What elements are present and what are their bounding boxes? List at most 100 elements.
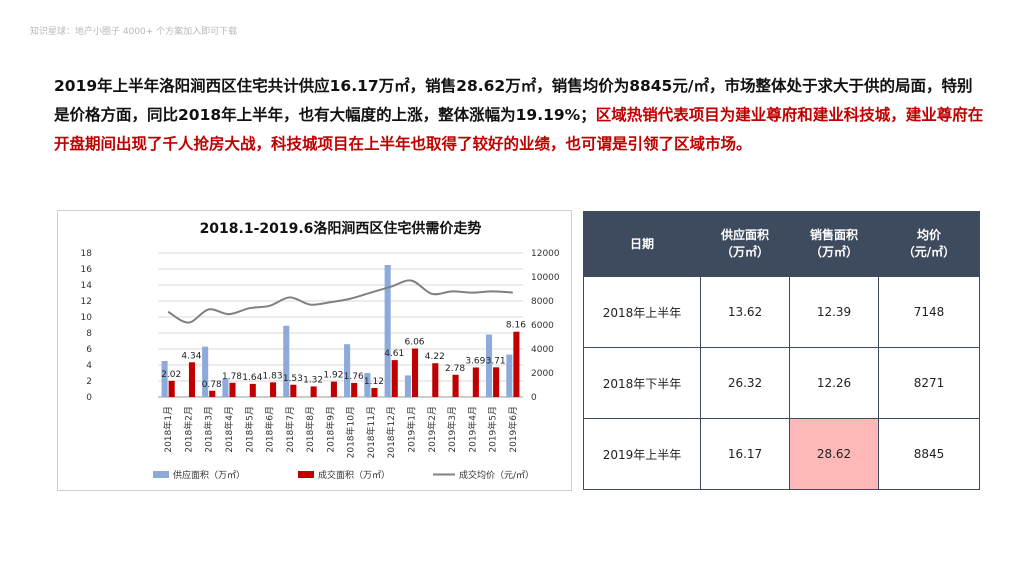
deal-data-label: 4.34	[181, 351, 201, 361]
deal-data-label: 1.83	[263, 371, 283, 381]
deal-bar	[411, 348, 419, 397]
left-axis-tick-label: 12	[81, 297, 92, 307]
table-header-sales-label: 销售面积 （万㎡）	[809, 228, 858, 259]
x-axis-tick-label: 2018年2月	[182, 406, 194, 453]
deal-data-label: 1.76	[344, 372, 364, 382]
deal-bar	[351, 382, 358, 397]
summary-paragraph: 2019年上半年洛阳涧西区住宅共计供应16.17万㎡，销售28.62万㎡，销售均…	[54, 72, 984, 159]
supply-bar	[344, 344, 351, 397]
supply-bar	[506, 354, 513, 397]
table-row: 2018年上半年 13.62 12.39 7148	[583, 276, 980, 348]
right-axis-tick-label: 10000	[531, 273, 560, 283]
chart-title: 2018.1-2019.6洛阳涧西区住宅供需价走势	[200, 220, 482, 237]
table-cell-sales-highlighted: 28.62	[789, 418, 879, 490]
legend-deal-label: 成交面积（万㎡）	[318, 469, 390, 481]
summary-normal-text: 2019年上半年洛阳涧西区住宅共计供应16.17万㎡，销售28.62万㎡，销售均…	[54, 77, 973, 124]
table-header-sales: 销售面积 （万㎡）	[789, 211, 879, 277]
table-cell-price: 8845	[878, 418, 980, 490]
table-cell-supply: 26.32	[700, 347, 790, 419]
table-cell-period: 2019年上半年	[583, 418, 701, 490]
left-axis-tick-label: 10	[81, 313, 93, 323]
deal-data-label: 1.64	[242, 373, 262, 383]
right-axis-tick-label: 8000	[531, 297, 554, 307]
deal-bar	[432, 363, 439, 397]
table-cell-sales: 12.39	[789, 276, 879, 348]
deal-bar	[330, 381, 337, 397]
supply-bar	[222, 378, 229, 397]
deal-bar	[270, 382, 277, 397]
supply-bar	[404, 375, 411, 397]
table-cell-price: 7148	[878, 276, 980, 348]
deal-data-label: 4.22	[425, 352, 445, 362]
left-axis-tick-label: 2	[86, 377, 92, 387]
deal-bar	[188, 362, 195, 397]
table-row: 2018年下半年 26.32 12.26 8271	[583, 347, 980, 419]
deal-bar	[290, 384, 297, 397]
deal-data-label: 0.78	[202, 380, 222, 390]
deal-data-label: 1.78	[222, 372, 242, 382]
x-axis-tick-label: 2018年7月	[284, 406, 296, 453]
deal-bar	[472, 367, 479, 397]
x-axis-tick-label: 2018年5月	[243, 406, 255, 453]
legend-deal-swatch	[298, 471, 314, 478]
x-axis-tick-label: 2019年3月	[446, 406, 458, 453]
table-header-date: 日期	[583, 211, 701, 277]
supply-bar	[161, 361, 168, 397]
trend-chart-svg: 2018.1-2019.6洛阳涧西区住宅供需价走势 0 2 4 6 8 10 12 14 16 18…	[81, 220, 560, 481]
deal-data-label: 1.53	[283, 374, 303, 384]
deal-bar	[249, 383, 256, 397]
left-axis-tick-label: 18	[81, 249, 93, 259]
left-axis-tick-label: 16	[81, 265, 93, 275]
table-cell-period: 2018年上半年	[583, 276, 701, 348]
x-axis-tick-label: 2019年1月	[405, 406, 417, 453]
deal-bar	[310, 386, 317, 397]
left-axis-tick-label: 4	[86, 361, 92, 371]
x-axis-tick-label: 2019年4月	[466, 406, 478, 453]
right-axis-tick-label: 6000	[531, 321, 554, 331]
deal-bar	[493, 367, 500, 397]
table-cell-price: 8271	[878, 347, 980, 419]
half-year-table: 日期 供应面积 （万㎡） 销售面积 （万㎡） 均价 （元/㎡） 2018年上半年…	[583, 211, 980, 490]
x-axis-tick-label: 2019年6月	[507, 406, 519, 453]
deal-data-label: 3.71	[486, 356, 506, 366]
left-axis-tick-label: 6	[86, 345, 92, 355]
x-axis-tick-label: 2018年4月	[223, 406, 235, 453]
table-row: 2019年上半年 16.17 28.62 8845	[583, 418, 980, 490]
supply-bar	[384, 265, 391, 397]
deal-bar	[391, 360, 398, 397]
deal-data-label: 2.02	[161, 370, 181, 380]
deal-bar	[371, 388, 378, 397]
deal-data-label: 3.69	[465, 356, 485, 366]
right-axis-tick-label: 2000	[531, 369, 554, 379]
deal-data-label: 8.16	[506, 321, 526, 331]
x-axis-tick-label: 2018年3月	[203, 406, 215, 453]
deal-data-label: 2.78	[445, 364, 465, 374]
deal-data-label: 6.06	[404, 338, 424, 348]
table-cell-period: 2018年下半年	[583, 347, 701, 419]
supply-bar	[364, 373, 371, 397]
supply-bar	[202, 346, 209, 397]
summary-highlight-text: 区域热销代表项目为建业尊府和建业科技城，建业尊府在开盘期间出现了千人抢房大战，科…	[54, 106, 984, 153]
x-axis-tick-label: 2019年2月	[426, 406, 438, 453]
left-axis-tick-label: 14	[81, 281, 93, 291]
x-axis-tick-label: 2018年10月	[345, 406, 357, 458]
table-cell-supply: 16.17	[700, 418, 790, 490]
table-header-row: 日期 供应面积 （万㎡） 销售面积 （万㎡） 均价 （元/㎡）	[583, 211, 980, 277]
table-header-price: 均价 （元/㎡）	[878, 211, 980, 277]
x-axis-tick-label: 2018年11月	[365, 406, 377, 458]
deal-bar	[452, 374, 459, 397]
table-header-supply: 供应面积 （万㎡）	[700, 211, 790, 277]
right-axis-tick-label: 4000	[531, 345, 554, 355]
deal-data-label: 4.61	[384, 349, 404, 359]
right-axis-tick-label: 12000	[531, 249, 560, 259]
right-axis-tick-label: 0	[531, 393, 537, 403]
legend-supply-label: 供应面积（万㎡）	[173, 469, 245, 481]
deal-bar	[209, 390, 216, 397]
trend-chart: 2018.1-2019.6洛阳涧西区住宅供需价走势 0 2 4 6 8 10 12 14 16 18…	[57, 210, 572, 491]
left-axis-tick-label: 0	[86, 393, 92, 403]
legend-supply-swatch	[153, 471, 169, 478]
x-axis-tick-label: 2018年1月	[162, 406, 174, 453]
x-axis-tick-label: 2018年6月	[264, 406, 276, 453]
x-axis-tick-label: 2019年5月	[487, 406, 499, 453]
supply-bar	[283, 325, 290, 397]
